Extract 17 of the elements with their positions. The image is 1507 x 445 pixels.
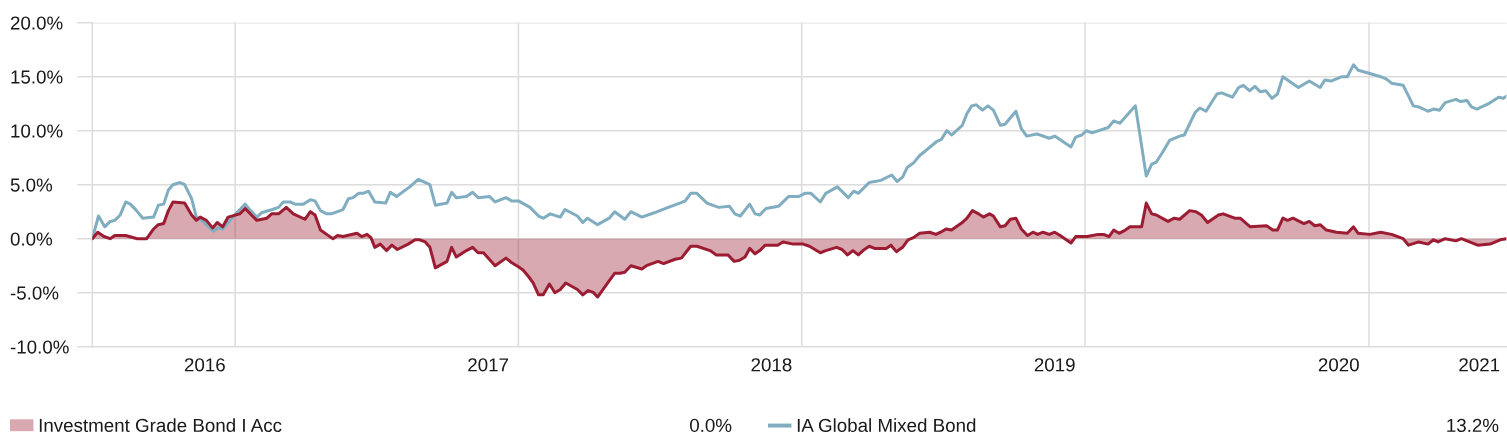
x-tick-label: 2017 — [468, 358, 509, 372]
y-tick-label: 0.0% — [10, 232, 53, 246]
x-tick-label: 2018 — [751, 358, 792, 372]
x-tick-label: 2019 — [1034, 358, 1075, 372]
x-tick-label: 2016 — [184, 358, 225, 372]
text: 0.0% — [690, 418, 732, 433]
y-tick-label: 20.0% — [10, 16, 63, 30]
y-tick-label: 5.0% — [10, 178, 53, 192]
x-tick-label: 2021 — [1459, 358, 1500, 372]
text: 13.2% — [1447, 418, 1499, 433]
y-tick-label: -5.0% — [10, 286, 59, 300]
y-tick-label: -10.0% — [10, 340, 69, 354]
x-tick-label: 2020 — [1318, 358, 1359, 372]
legend-label: IA Global Mixed Bond — [797, 418, 976, 433]
y-tick-label: 10.0% — [11, 124, 63, 138]
legend-label: Investment Grade Bond I Acc — [39, 418, 282, 433]
y-tick-label: 15.0% — [11, 70, 63, 84]
